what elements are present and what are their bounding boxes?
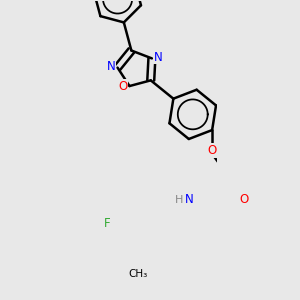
Text: F: F xyxy=(104,217,110,230)
Text: CH₃: CH₃ xyxy=(129,269,148,279)
Text: O: O xyxy=(118,80,127,93)
Text: N: N xyxy=(184,194,193,206)
Text: N: N xyxy=(107,60,116,73)
Text: O: O xyxy=(239,194,248,206)
Text: N: N xyxy=(154,50,163,64)
Text: O: O xyxy=(208,144,217,157)
Text: H: H xyxy=(175,195,183,205)
